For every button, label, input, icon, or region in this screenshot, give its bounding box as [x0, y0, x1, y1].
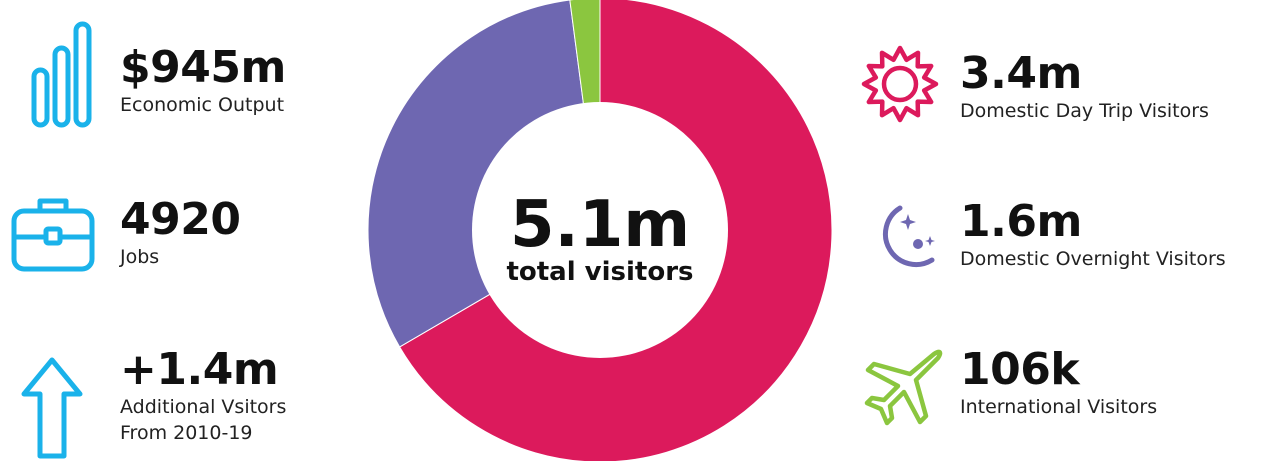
briefcase-icon — [10, 195, 96, 279]
stat-label: International Visitors — [960, 396, 1158, 418]
stat-value: +1.4m — [120, 344, 279, 395]
stat-label: Jobs — [120, 246, 160, 268]
center-label: total visitors — [506, 257, 693, 287]
stat-additional-visitors: +1.4m Additional Vsitors From 2010-19 — [120, 346, 286, 446]
stat-label: Domestic Day Trip Visitors — [960, 100, 1209, 122]
donut-slice-international-visitors — [569, 0, 601, 231]
stat-value: $945m — [120, 42, 286, 93]
stat-international: 106k International Visitors — [960, 346, 1157, 420]
arrow-up-icon — [20, 356, 84, 464]
stat-value: 4920 — [120, 194, 241, 245]
stat-economic-output: $945m Economic Output — [120, 44, 286, 118]
stat-day-trip: 3.4m Domestic Day Trip Visitors — [960, 50, 1209, 124]
stat-label: Domestic Overnight Visitors — [960, 248, 1226, 270]
stat-value: 106k — [960, 344, 1080, 395]
stat-label: Additional Vsitors — [120, 396, 287, 418]
donut-chart: 5.1m total visitors — [348, 0, 852, 463]
airplane-icon — [860, 346, 944, 434]
stat-label-secondary: From 2010-19 — [120, 422, 253, 444]
sun-icon — [860, 44, 940, 128]
center-value: 5.1m — [510, 188, 690, 262]
moon-stars-icon — [862, 200, 942, 284]
stat-jobs: 4920 Jobs — [120, 194, 241, 270]
stat-overnight: 1.6m Domestic Overnight Visitors — [960, 198, 1226, 272]
bar-chart-icon — [30, 20, 94, 134]
stat-label: Economic Output — [120, 94, 285, 116]
stat-value: 3.4m — [960, 48, 1082, 99]
stat-value: 1.6m — [960, 196, 1082, 247]
